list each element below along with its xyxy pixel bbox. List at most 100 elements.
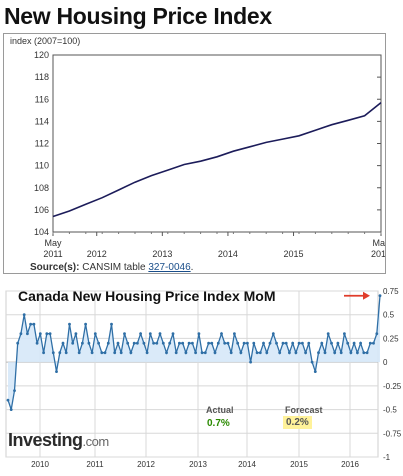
arrow-head-icon — [363, 291, 370, 300]
data-point — [339, 351, 343, 355]
data-point — [362, 351, 366, 355]
data-point — [281, 341, 285, 345]
data-point — [26, 332, 29, 336]
source-link[interactable]: 327-0046 — [148, 262, 191, 273]
data-point — [187, 341, 191, 345]
data-point — [106, 341, 110, 345]
data-point — [119, 351, 123, 355]
series-line — [52, 101, 382, 218]
data-point — [9, 408, 13, 411]
bottom-chart-panel: 0.75 0.5 0.25 0 -0.25 -0.5 -0.75 -1 2010 2011 2012… — [0, 279, 403, 471]
y-tick-label: 118 — [35, 72, 49, 82]
x-tick-label: 2014 — [238, 460, 256, 469]
data-point — [145, 351, 149, 355]
data-point — [87, 341, 91, 345]
data-point — [239, 351, 243, 355]
data-point — [194, 351, 198, 355]
data-point — [77, 351, 81, 355]
x-tick-label: 2013 — [152, 249, 172, 259]
y-tick-label: -0.75 — [383, 429, 402, 438]
forecast-label: Forecast — [285, 405, 323, 415]
data-point — [64, 351, 68, 355]
data-point — [68, 322, 71, 326]
data-point — [132, 341, 136, 345]
data-point — [152, 341, 156, 345]
data-point — [359, 341, 362, 345]
y-tick-label: -1 — [383, 453, 391, 462]
data-point — [38, 332, 42, 336]
data-point — [265, 351, 269, 355]
data-point — [110, 322, 113, 326]
y-tick-label: 0.25 — [383, 334, 399, 343]
forecast-value: 0.2% — [283, 416, 312, 429]
data-point — [181, 341, 185, 345]
bottom-chart: 0.75 0.5 0.25 0 -0.25 -0.5 -0.75 -1 2010 2011 2012… — [5, 287, 402, 469]
data-point — [158, 332, 162, 336]
data-point — [191, 341, 194, 345]
y-tick-label: 106 — [34, 205, 49, 215]
data-point — [288, 351, 291, 355]
data-point — [304, 351, 307, 355]
data-point — [165, 351, 168, 355]
data-point — [343, 332, 346, 336]
top-chart-panel: index (2007=100) 104 106 108 110 112 114 116 118… — [3, 33, 391, 274]
data-point — [317, 351, 320, 355]
logo-main: Investing — [8, 430, 83, 450]
data-point — [42, 351, 45, 355]
x-tick-label: May — [44, 238, 62, 248]
y-tick-label: -0.25 — [383, 382, 402, 391]
data-point — [246, 341, 249, 345]
plot-frame — [52, 54, 382, 233]
y-tick-label: 110 — [35, 161, 49, 171]
data-point — [284, 341, 288, 345]
data-point — [90, 351, 94, 355]
data-point — [326, 332, 330, 336]
data-point — [139, 332, 143, 336]
y-tick-label: 112 — [35, 139, 49, 149]
data-point — [310, 360, 314, 364]
series-line — [7, 295, 381, 410]
x-tick-label: 2010 — [31, 460, 49, 469]
data-point — [136, 341, 139, 345]
data-point — [352, 341, 356, 345]
data-point — [333, 351, 337, 355]
x-tick-label: 2013 — [189, 460, 207, 469]
data-point — [226, 341, 230, 345]
data-point — [22, 313, 26, 317]
data-point — [84, 322, 87, 326]
x-tick-label: 2016 — [341, 460, 359, 469]
data-point — [330, 341, 333, 345]
data-point — [81, 341, 84, 345]
data-point — [294, 351, 298, 355]
data-point — [13, 389, 16, 392]
x-tick-label: 2012 — [87, 249, 107, 259]
data-point — [210, 341, 214, 345]
data-point — [275, 341, 278, 345]
y-tick-label: 108 — [34, 183, 49, 193]
data-point — [168, 341, 172, 345]
logo-suffix: .com — [82, 434, 110, 449]
data-point — [35, 341, 39, 345]
source-label: Source(s): — [30, 262, 80, 273]
y-tick-label: 116 — [35, 94, 49, 104]
data-point — [368, 341, 372, 345]
data-point — [51, 351, 55, 355]
data-point — [291, 341, 295, 345]
data-point — [320, 341, 324, 345]
data-point — [213, 351, 217, 355]
data-point — [220, 332, 223, 336]
y-axis-label: index (2007=100) — [10, 36, 80, 46]
data-point — [103, 351, 107, 355]
data-point — [313, 370, 317, 373]
data-point — [233, 332, 236, 336]
data-point — [116, 341, 120, 345]
data-point — [126, 341, 130, 345]
data-point — [236, 341, 240, 345]
x-tick-label: 2014 — [218, 249, 238, 259]
data-point — [336, 341, 340, 345]
data-point — [29, 322, 32, 326]
y-tick-label: 120 — [34, 50, 49, 60]
source-text: CANSIM table — [82, 262, 146, 273]
data-point — [71, 341, 75, 345]
actual-label: Actual — [206, 405, 234, 415]
